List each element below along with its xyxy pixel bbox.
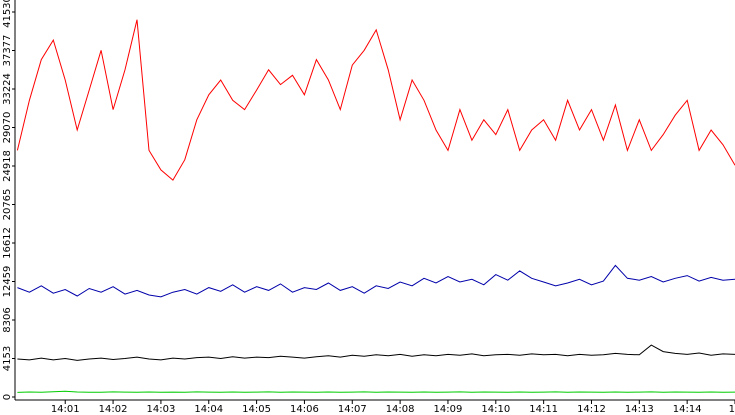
y-tick-label: 8306 [2, 307, 13, 332]
y-tick-label: 41530 [2, 0, 13, 28]
x-tick-label: 14:09 [434, 404, 463, 415]
x-tick-label: 14:03 [146, 404, 175, 415]
y-tick-label: 33224 [2, 73, 13, 105]
y-tick-label: 16612 [2, 227, 13, 259]
x-tick-label: 14:13 [625, 404, 654, 415]
series-line [17, 344, 735, 361]
x-tick-label: 14:06 [290, 404, 319, 415]
y-tick-label: 20765 [2, 189, 13, 221]
x-tick-label: 14 [729, 404, 735, 415]
series-line [17, 390, 735, 393]
x-tick-label: 14:04 [194, 404, 223, 415]
x-tick-label: 14:02 [99, 404, 128, 415]
x-tick-label: 14:14 [673, 404, 702, 415]
x-tick-label: 14:10 [481, 404, 510, 415]
x-tick-label: 14:01 [51, 404, 80, 415]
x-tick-label: 14:11 [529, 404, 558, 415]
y-tick-label: 29070 [2, 112, 13, 144]
x-tick-label: 14:07 [338, 404, 367, 415]
y-tick-label: 0 [2, 394, 13, 400]
x-tick-label: 14:05 [242, 404, 271, 415]
y-tick-label: 4153 [2, 346, 13, 371]
series-line [17, 264, 735, 298]
y-tick-label: 12459 [2, 266, 13, 298]
x-tick-label: 14:12 [577, 404, 606, 415]
y-tick-label: 37377 [2, 35, 13, 67]
y-tick-label: 24918 [2, 150, 13, 182]
series-line [16, 19, 735, 181]
x-tick-label: 14:08 [386, 404, 415, 415]
